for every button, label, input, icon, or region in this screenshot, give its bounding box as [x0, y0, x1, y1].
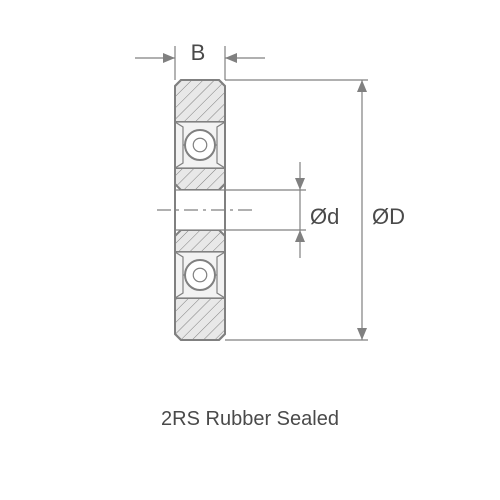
- caption: 2RS Rubber Sealed: [0, 408, 500, 431]
- bearing-diagram: B Ød ØD 2RS Rubber Sealed: [0, 0, 500, 500]
- dim-label-d: Ød: [310, 204, 339, 229]
- dim-label-D: ØD: [372, 204, 405, 229]
- dim-label-B: B: [191, 40, 206, 65]
